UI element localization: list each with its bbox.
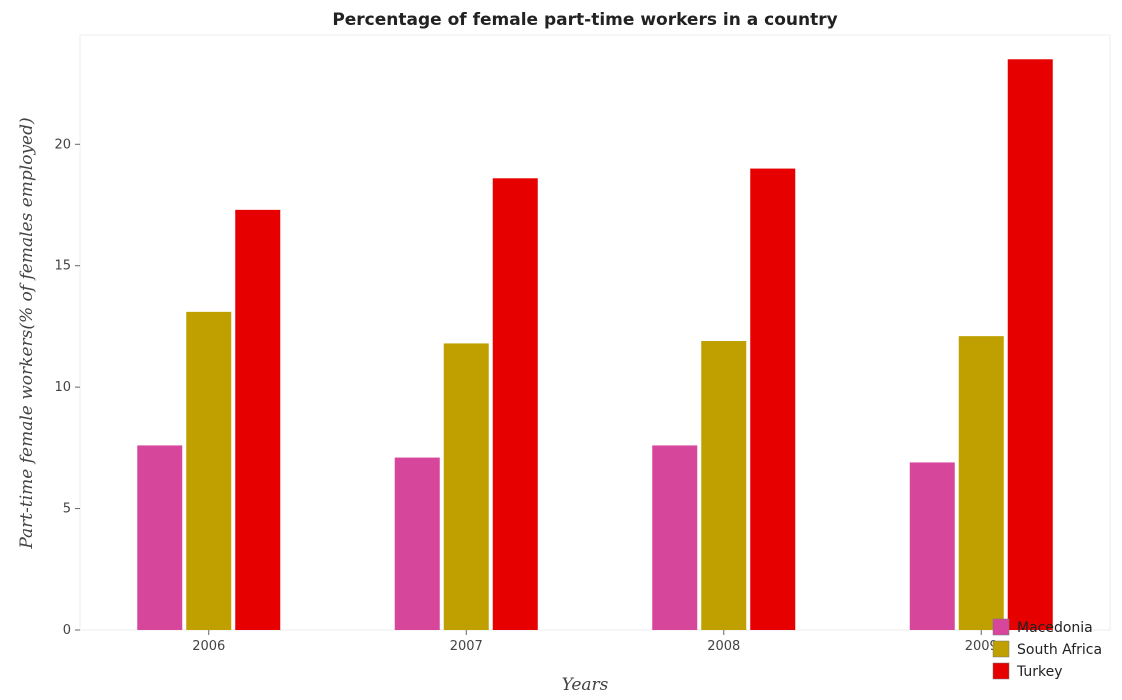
legend: Macedonia South Africa Turkey — [992, 618, 1102, 680]
x-axis: 2006 2007 2008 2009 — [192, 630, 998, 654]
bar-macedonia-2007 — [394, 457, 440, 630]
bar-macedonia-2008 — [652, 445, 698, 630]
y-tick-label: 5 — [63, 502, 71, 517]
y-axis-label: Part-time female workers(% of females em… — [17, 117, 37, 549]
y-axis: 0 5 10 15 20 — [54, 137, 80, 638]
bar-turkey-2009 — [1007, 59, 1053, 631]
y-tick-label: 15 — [54, 259, 71, 274]
bar-macedonia-2009 — [909, 462, 955, 630]
plot-area — [79, 34, 1111, 631]
x-axis-label: Years — [562, 675, 609, 695]
y-tick-label: 0 — [63, 623, 71, 638]
legend-label-macedonia: Macedonia — [1017, 620, 1093, 636]
bar-turkey-2007 — [492, 178, 538, 631]
bar-south-africa-2008 — [701, 341, 747, 630]
legend-swatch-macedonia — [992, 618, 1010, 636]
bar-south-africa-2009 — [958, 336, 1004, 630]
x-tick-label: 2009 — [965, 639, 998, 654]
legend-swatch-turkey — [992, 662, 1010, 680]
legend-label-south-africa: South Africa — [1017, 642, 1102, 658]
bar-south-africa-2006 — [186, 311, 232, 630]
legend-label-turkey: Turkey — [1016, 664, 1063, 680]
y-tick-label: 10 — [54, 380, 71, 395]
x-tick-label: 2006 — [192, 639, 225, 654]
bar-macedonia-2006 — [137, 445, 183, 630]
chart-title: Percentage of female part-time workers i… — [332, 10, 837, 30]
x-tick-label: 2008 — [707, 639, 740, 654]
bars-group — [137, 59, 1053, 631]
legend-swatch-south-africa — [992, 640, 1010, 658]
bar-turkey-2006 — [235, 209, 281, 630]
bar-south-africa-2007 — [443, 343, 489, 630]
y-tick-label: 20 — [54, 137, 71, 152]
bar-turkey-2008 — [750, 168, 796, 631]
x-tick-label: 2007 — [450, 639, 483, 654]
